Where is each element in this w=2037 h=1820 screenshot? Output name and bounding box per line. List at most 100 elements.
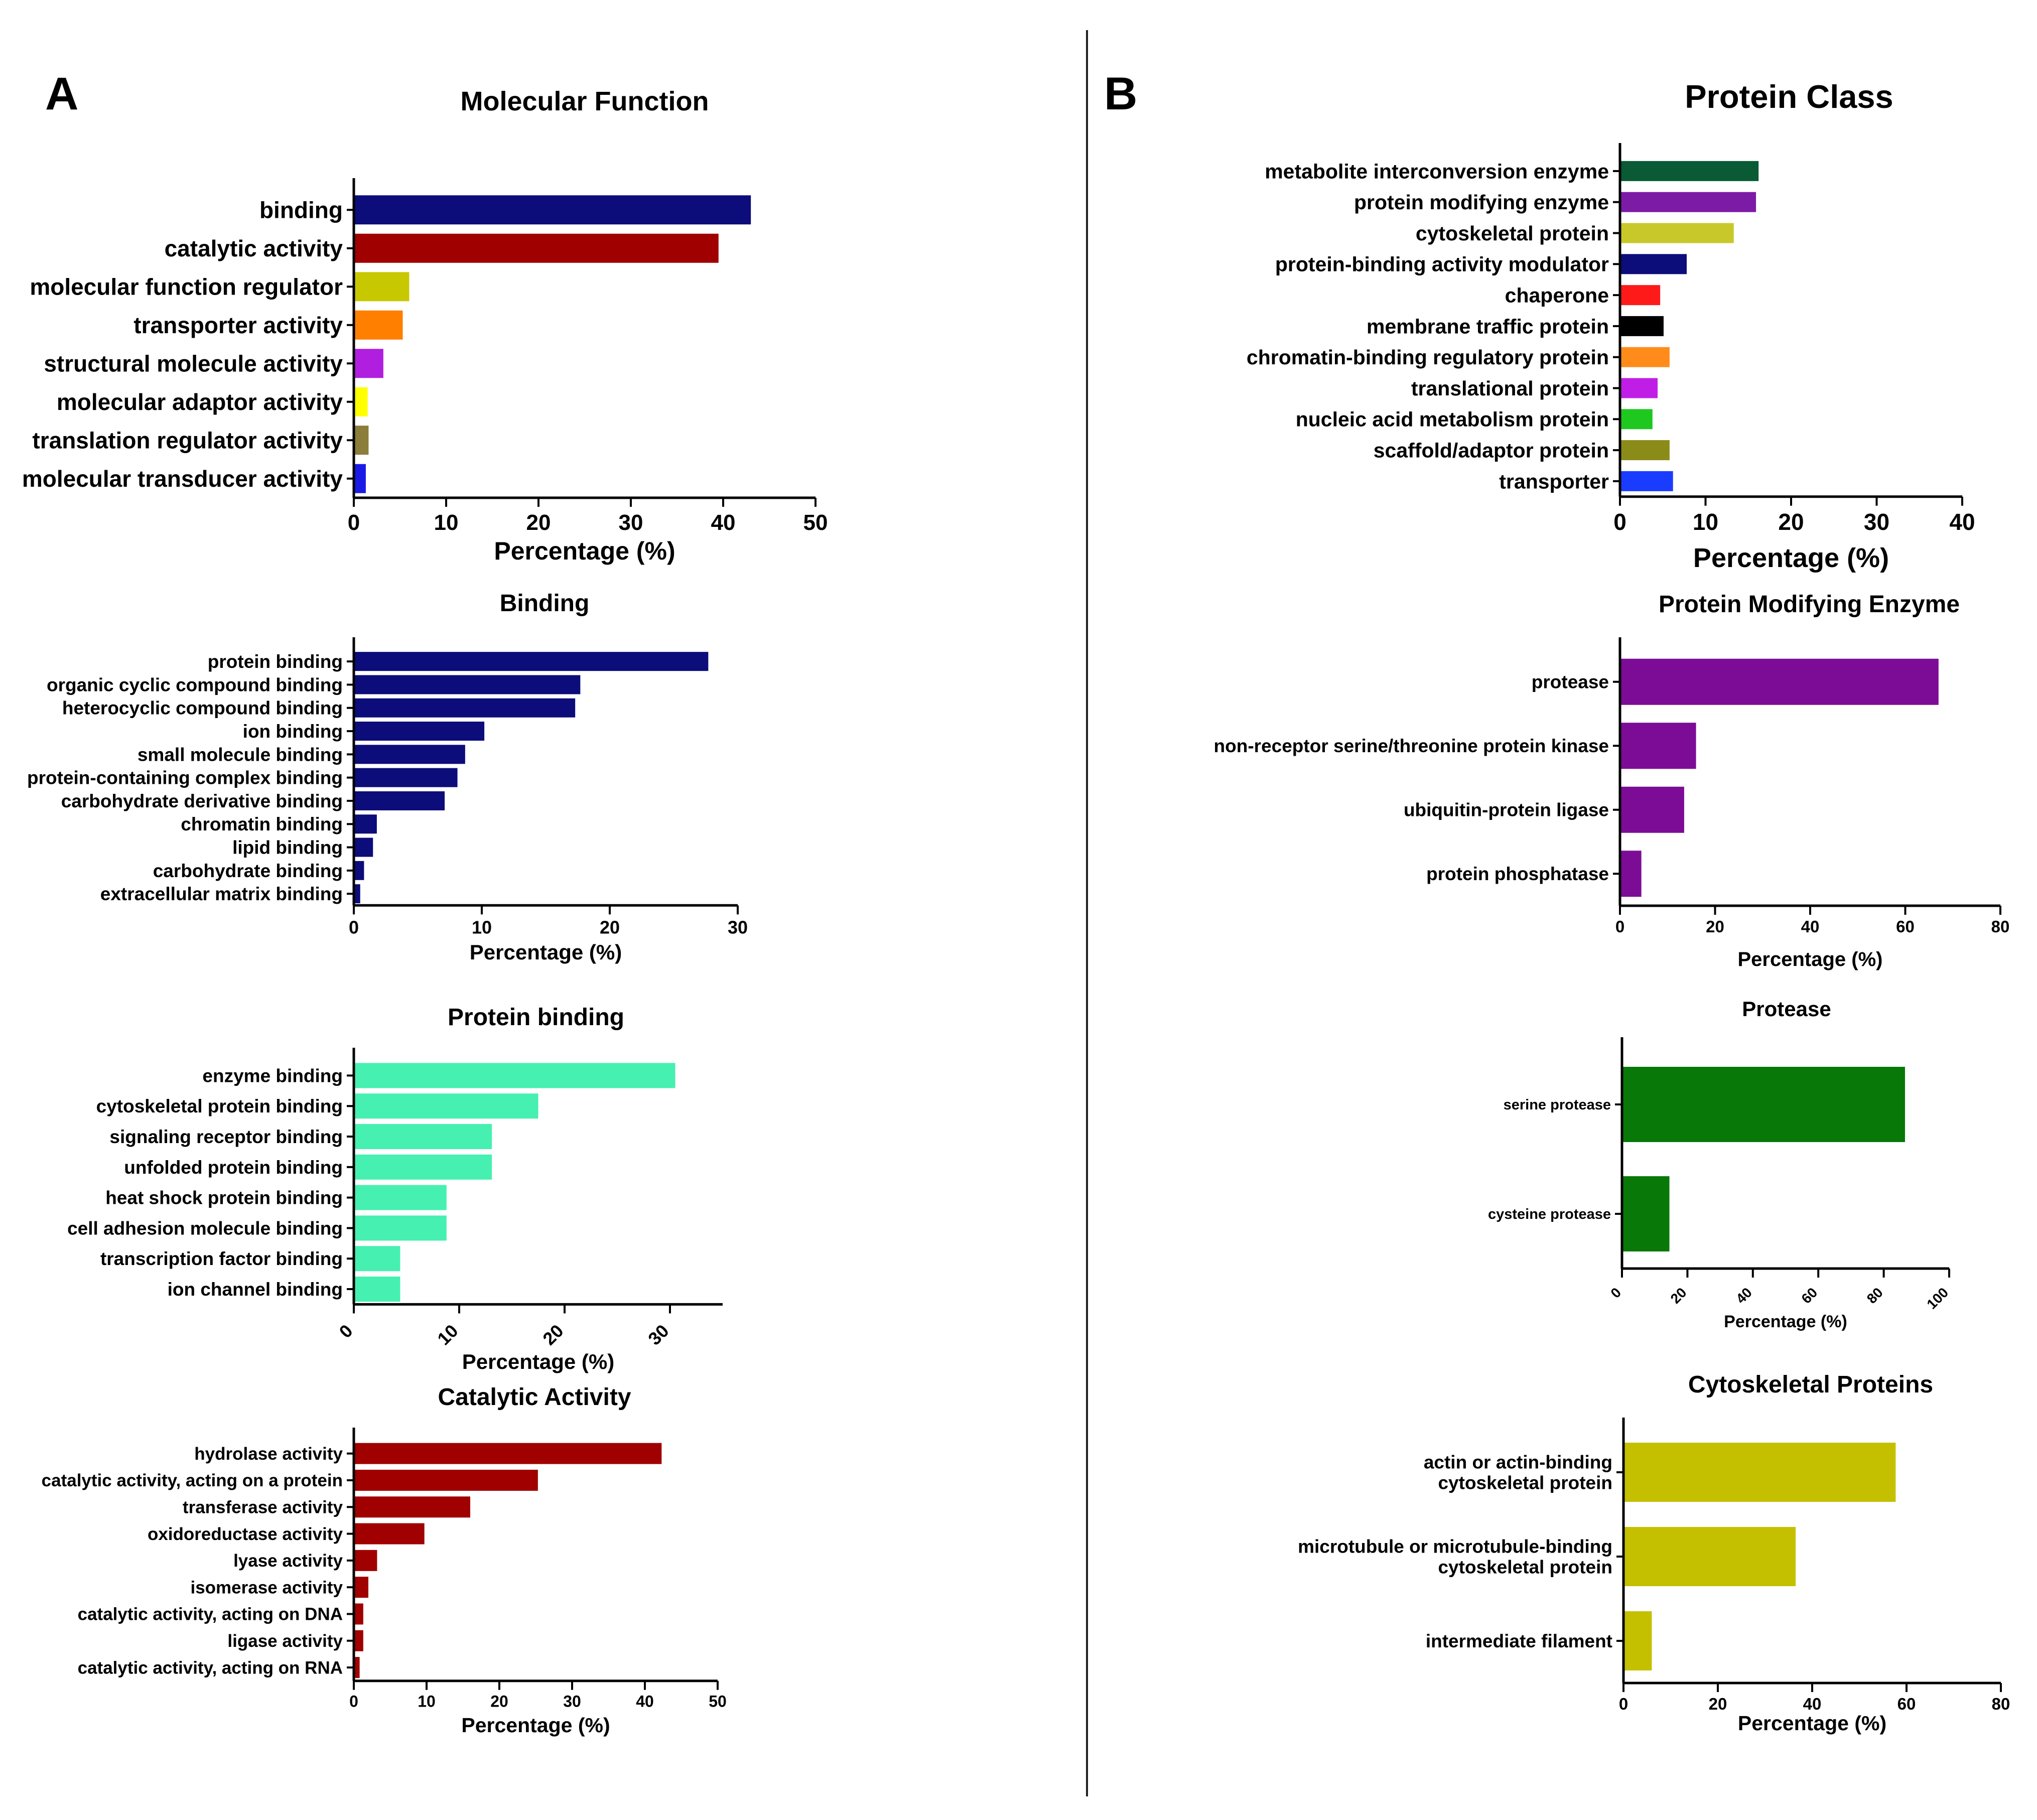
chart-mf-xtick-label-5: 50 xyxy=(803,510,828,535)
chart-cat-category-label-2: transferase activity xyxy=(183,1498,343,1517)
chart-mf-category-label-2: molecular function regulator xyxy=(30,273,343,300)
chart-pc-bar-7 xyxy=(1620,378,1658,398)
chart-pme-bar-3 xyxy=(1620,851,1642,897)
chart-cyto-category-label-2: intermediate filament xyxy=(1426,1631,1612,1651)
chart-mf-bar-2 xyxy=(354,272,410,302)
chart-mf-bar-6 xyxy=(354,426,369,455)
chart-pbind-xtick-label-3: 30 xyxy=(644,1320,672,1349)
chart-prot-xtick-label-1: 20 xyxy=(1668,1285,1690,1307)
chart-pbind-bar-3 xyxy=(354,1154,492,1180)
chart-cat-xtick-label-2: 20 xyxy=(490,1693,508,1711)
chart-pbind-xlabel: Percentage (%) xyxy=(462,1350,614,1373)
chart-pme-xtick-label-3: 60 xyxy=(1896,917,1915,936)
chart-pc-category-label-6: chromatin-binding regulatory protein xyxy=(1247,346,1609,369)
chart-cat-bar-6 xyxy=(354,1603,363,1625)
chart-pbind-bar-4 xyxy=(354,1185,447,1210)
chart-cat-category-label-6: catalytic activity, acting on DNA xyxy=(78,1605,343,1624)
chart-cat-bar-2 xyxy=(354,1496,470,1518)
chart-pc-category-label-3: protein-binding activity modulator xyxy=(1275,253,1609,276)
chart-mf-bar-3 xyxy=(354,310,403,340)
chart-cyto-xlabel: Percentage (%) xyxy=(1738,1712,1886,1735)
chart-bind-xtick-label-0: 0 xyxy=(349,917,359,937)
chart-prot-xtick-label-5: 100 xyxy=(1924,1285,1951,1312)
chart-prot-xtick-label-3: 60 xyxy=(1798,1285,1820,1307)
chart-mf-category-label-1: catalytic activity xyxy=(165,235,343,261)
chart-prot-title: Protease xyxy=(1742,997,1831,1021)
chart-pc-category-label-7: translational protein xyxy=(1411,377,1609,400)
chart-pbind-bar-5 xyxy=(354,1215,447,1241)
panel-divider xyxy=(1086,30,1088,1796)
chart-cat-bar-0 xyxy=(354,1443,662,1464)
chart-bind-bar-5 xyxy=(354,768,458,787)
chart-pc-category-label-9: scaffold/adaptor protein xyxy=(1374,439,1609,462)
chart-cyto-bar-0 xyxy=(1623,1443,1896,1502)
chart-prot-xtick-label-2: 40 xyxy=(1733,1285,1755,1307)
chart-cat-xlabel: Percentage (%) xyxy=(461,1714,610,1737)
chart-mf-xtick-label-0: 0 xyxy=(348,510,360,535)
chart-pbind-category-label-0: enzyme binding xyxy=(202,1065,343,1086)
chart-pc-bar-2 xyxy=(1620,223,1734,243)
chart-pbind-bar-2 xyxy=(354,1124,492,1149)
chart-prot-xtick-label-0: 0 xyxy=(1607,1285,1624,1301)
chart-mf-bar-7 xyxy=(354,464,366,493)
chart-pc-category-label-2: cytoskeletal protein xyxy=(1416,222,1609,245)
chart-cat-xtick-label-0: 0 xyxy=(349,1693,358,1711)
chart-pbind-category-label-4: heat shock protein binding xyxy=(105,1188,343,1208)
chart-cyto-xtick-label-4: 80 xyxy=(1992,1695,2010,1713)
chart-pc-category-label-0: metabolite interconversion enzyme xyxy=(1265,160,1609,183)
chart-pc-bar-0 xyxy=(1620,161,1759,181)
chart-pc-bar-4 xyxy=(1620,285,1661,306)
chart-bind-bar-9 xyxy=(354,861,364,880)
chart-cat-category-label-0: hydrolase activity xyxy=(194,1444,343,1464)
chart-bind-bar-0 xyxy=(354,652,709,671)
chart-cyto-bar-2 xyxy=(1623,1611,1652,1670)
chart-pbind-category-label-2: signaling receptor binding xyxy=(109,1127,343,1147)
chart-prot-xtick-label-4: 80 xyxy=(1864,1285,1886,1307)
chart-pme-category-label-0: protease xyxy=(1532,672,1609,692)
chart-pme-xtick-label-4: 80 xyxy=(1991,917,2010,936)
chart-pme-bar-2 xyxy=(1620,786,1684,833)
chart-cyto-category-label-0: actin or actin-binding cytoskeletal prote… xyxy=(1424,1452,1612,1493)
chart-bind-category-label-1: organic cyclic compound binding xyxy=(47,674,343,695)
chart-cat-xtick-label-5: 50 xyxy=(709,1693,727,1711)
chart-bind-category-label-2: heterocyclic compound binding xyxy=(62,698,343,719)
chart-pme-category-label-2: ubiquitin-protein ligase xyxy=(1404,800,1609,820)
chart-bind-category-label-5: protein-containing complex binding xyxy=(27,768,343,788)
chart-cat-category-label-8: catalytic activity, acting on RNA xyxy=(78,1658,343,1677)
chart-mf-xtick-label-3: 30 xyxy=(619,510,643,535)
chart-pc-bar-9 xyxy=(1620,440,1670,461)
chart-bind-category-label-0: protein binding xyxy=(208,651,343,672)
chart-cat-title: Catalytic Activity xyxy=(438,1384,631,1411)
chart-bind-bar-1 xyxy=(354,675,581,694)
chart-bind-bar-10 xyxy=(354,884,360,904)
chart-bind-bar-8 xyxy=(354,837,373,857)
chart-mf-category-label-5: molecular adaptor activity xyxy=(57,389,343,415)
chart-mf-title: Molecular Function xyxy=(460,86,709,116)
chart-pc-xtick-label-2: 20 xyxy=(1778,509,1804,535)
chart-pbind-xtick-label-0: 0 xyxy=(335,1320,357,1342)
chart-mf-category-label-7: molecular transducer activity xyxy=(22,466,343,492)
chart-cyto-xtick-label-1: 20 xyxy=(1709,1695,1727,1713)
chart-pme-category-label-3: protein phosphatase xyxy=(1426,864,1609,884)
chart-pme-category-label-1: non-receptor serine/threonine protein ki… xyxy=(1214,736,1609,756)
chart-prot-category-label-1: cysteine protease xyxy=(1488,1206,1611,1222)
chart-cyto-category-label-1: microtubule or microtubule-binding cytosk… xyxy=(1298,1536,1612,1578)
chart-pbind-bar-6 xyxy=(354,1246,400,1272)
chart-pme-title: Protein Modifying Enzyme xyxy=(1659,591,1960,618)
chart-prot-xlabel: Percentage (%) xyxy=(1724,1312,1847,1331)
chart-bind-bar-2 xyxy=(354,698,576,718)
chart-mf-category-label-4: structural molecule activity xyxy=(44,350,343,376)
chart-bind-bar-4 xyxy=(354,745,465,764)
chart-pbind-bar-1 xyxy=(354,1093,538,1119)
chart-pc-bar-10 xyxy=(1620,471,1673,491)
chart-pc-bar-3 xyxy=(1620,254,1687,274)
chart-mf-xtick-label-2: 20 xyxy=(526,510,551,535)
chart-cat-category-label-5: isomerase activity xyxy=(190,1578,343,1597)
chart-pbind-xtick-label-1: 10 xyxy=(433,1320,462,1349)
chart-cat-bar-8 xyxy=(354,1657,360,1678)
chart-mf-bar-1 xyxy=(354,233,719,263)
chart-bind-category-label-8: lipid binding xyxy=(232,837,343,858)
chart-bind-category-label-3: ion binding xyxy=(243,721,343,742)
chart-pme-xtick-label-1: 20 xyxy=(1706,917,1724,936)
